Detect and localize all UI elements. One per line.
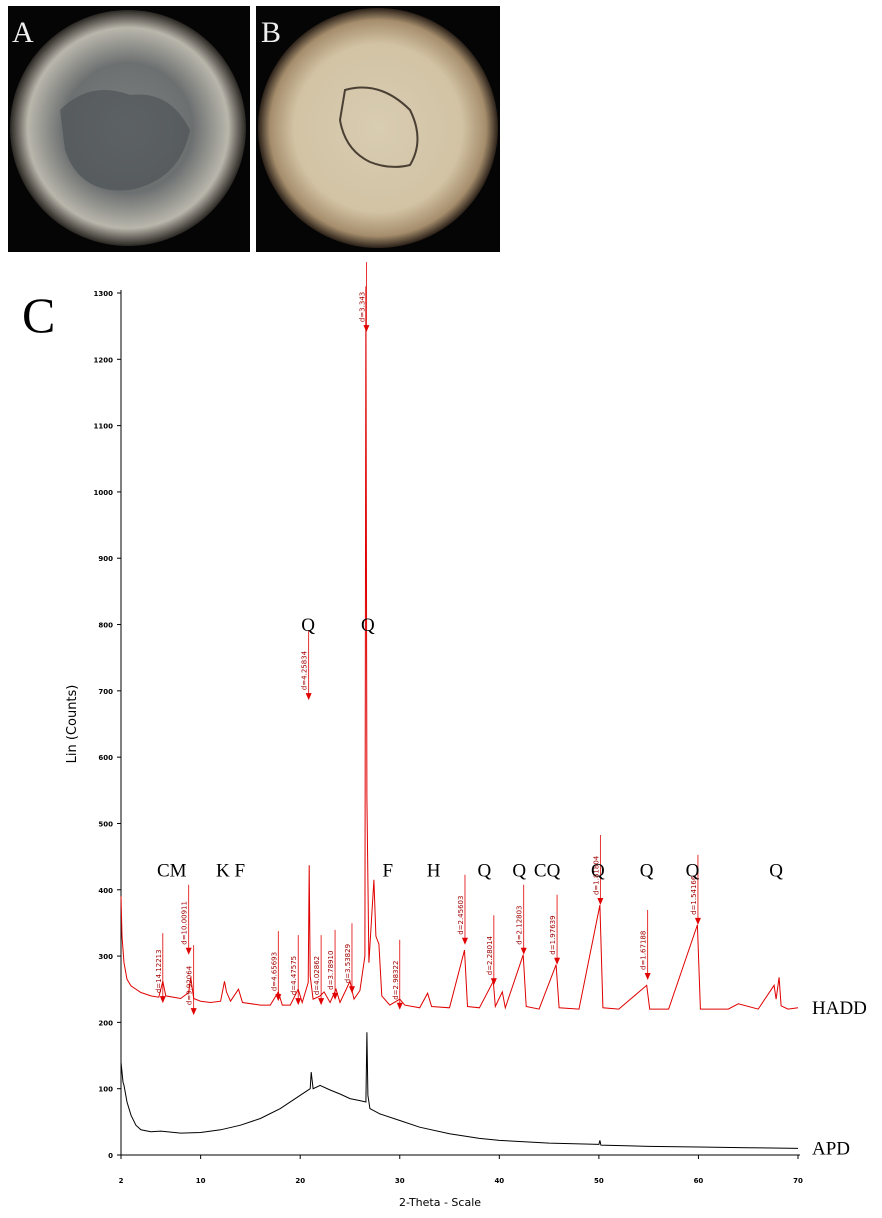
peak-marker [520, 947, 527, 955]
phase-label: Q [591, 861, 605, 882]
series-label: APD [812, 1138, 850, 1159]
peak-marker [461, 937, 468, 945]
phase-label: CQ [534, 861, 561, 882]
phase-label: K F [216, 861, 245, 882]
peak-label: d=2.45603 [457, 896, 465, 935]
panel-label: C [22, 287, 55, 343]
sample-b-crack [338, 86, 419, 168]
y-tick-label: 200 [98, 1019, 113, 1027]
peak-label: d=1.54166 [690, 875, 698, 915]
peak-label: d=14.12213 [155, 949, 163, 993]
peak-label: d=9.92064 [186, 965, 194, 1005]
phase-label: Q [686, 861, 700, 882]
peak-marker [694, 917, 701, 925]
peak-marker [305, 693, 312, 701]
y-tick-label: 100 [98, 1086, 113, 1094]
x-tick-label: 60 [694, 1177, 704, 1185]
y-tick-label: 700 [98, 688, 113, 696]
peak-marker [396, 1002, 403, 1010]
x-tick-label: 40 [494, 1177, 504, 1185]
peak-label: d=4.65693 [270, 952, 278, 991]
peak-marker [275, 994, 282, 1002]
peak-marker [644, 972, 651, 980]
y-tick-label: 500 [98, 820, 113, 828]
y-tick-label: 400 [98, 887, 113, 895]
panel-label: B [261, 16, 281, 49]
peak-marker [190, 1008, 197, 1016]
peak-label: d=2.12803 [516, 905, 524, 944]
series-line [120, 1032, 799, 1149]
peak-marker [363, 325, 370, 333]
phase-label: CM [157, 861, 187, 882]
peak-label: d=1.81804 [592, 855, 600, 895]
phase-label: F [383, 861, 394, 882]
y-tick-label: 300 [98, 953, 113, 961]
x-tick-label: 50 [594, 1177, 604, 1185]
x-tick-label: 70 [793, 1177, 803, 1185]
phase-label: Q [361, 615, 375, 636]
y-tick-label: 0 [108, 1152, 113, 1160]
peak-label: d=10.00911 [181, 901, 189, 945]
peak-marker [159, 996, 166, 1004]
y-axis-label: Lin (Counts) [65, 685, 80, 764]
x-tick-label: 20 [295, 1177, 305, 1185]
phase-label: Q [640, 861, 654, 882]
phase-label: Q [301, 615, 315, 636]
peak-label: d=1.97639 [549, 915, 557, 954]
phase-label: Q [512, 861, 526, 882]
peak-label: d=4.47575 [290, 956, 298, 995]
peak-label: d=2.98322 [392, 961, 400, 1000]
peak-label: d=3.343 [358, 292, 366, 322]
peak-label: d=2.28014 [486, 935, 494, 975]
y-tick-label: 1000 [94, 489, 114, 497]
x-axis-label: 2-Theta - Scale [399, 1196, 481, 1209]
phase-label: Q [478, 861, 492, 882]
sample-a-texture [60, 90, 190, 191]
y-tick-label: 600 [98, 754, 113, 762]
peak-label: d=3.53829 [344, 944, 352, 983]
peak-label: d=1.67188 [640, 931, 648, 970]
phase-label: Q [769, 861, 783, 882]
peak-label: d=4.02862 [313, 956, 321, 995]
peak-label: d=4.25834 [301, 650, 309, 690]
peak-marker [295, 998, 302, 1006]
y-tick-label: 1200 [94, 356, 114, 364]
peak-marker [348, 986, 355, 994]
panel-label: A [12, 16, 34, 49]
series-label: HADD [812, 998, 867, 1019]
peak-marker [318, 998, 325, 1006]
peak-marker [332, 992, 339, 1000]
x-tick-label: 2 [119, 1177, 124, 1185]
peak-marker [185, 947, 192, 955]
phase-label: H [427, 861, 441, 882]
y-tick-label: 900 [98, 555, 113, 563]
peak-marker [597, 898, 604, 906]
peak-marker [554, 957, 561, 965]
x-tick-label: 10 [196, 1177, 206, 1185]
series-line [120, 286, 799, 1010]
y-tick-label: 1300 [94, 290, 114, 298]
x-tick-label: 30 [395, 1177, 405, 1185]
sample-b [258, 8, 498, 248]
peak-label: d=3.78910 [327, 951, 335, 990]
peak-marker [490, 978, 497, 986]
y-tick-label: 800 [98, 622, 113, 630]
y-tick-label: 1100 [94, 423, 114, 431]
